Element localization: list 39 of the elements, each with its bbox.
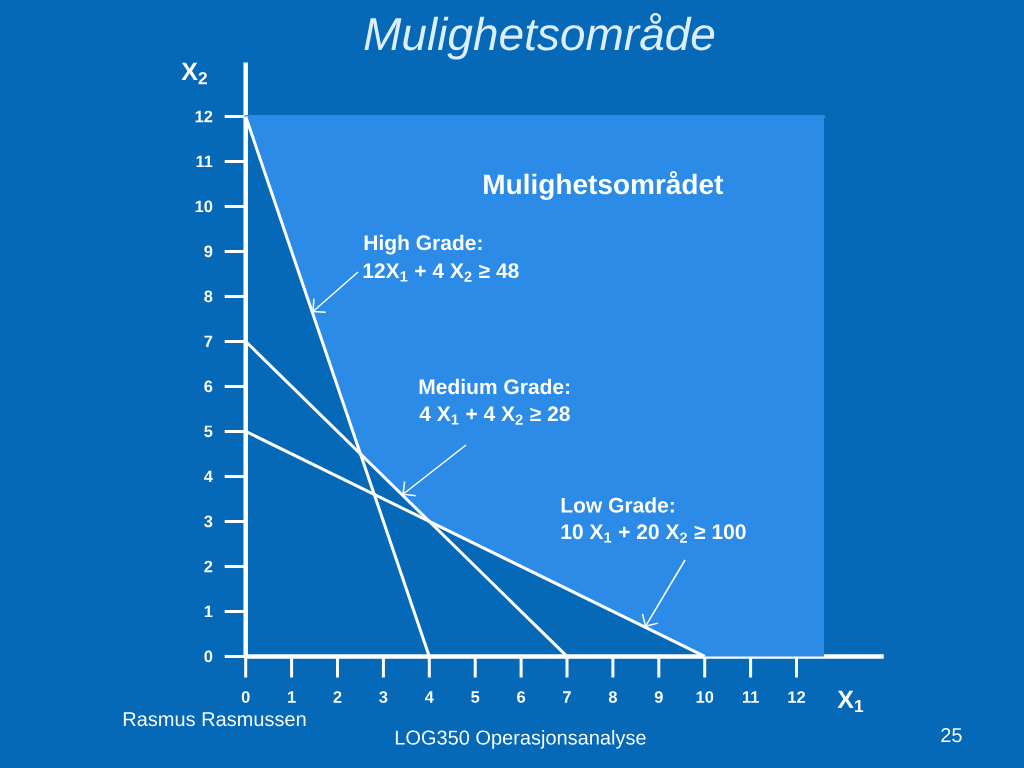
y-axis-title: X$_{2}$: [181, 62, 207, 85]
chart-title: Mulighetsområde: [364, 12, 715, 60]
y-tick-label: 0: [204, 650, 213, 663]
text: LOG350 Operasjonsanalyse: [395, 730, 646, 749]
annotation: Low Grade:: [561, 497, 674, 513]
x-tick-label: 9: [654, 691, 663, 703]
series-label: Mulighetsområdet: [484, 170, 724, 200]
x-tick-label: 0: [241, 691, 250, 703]
y-tick-label: 3: [204, 515, 213, 528]
x-axis-title: X$_{1}$: [837, 690, 864, 713]
y-tick-label: 6: [204, 380, 213, 393]
y-tick-label: 11: [196, 155, 213, 168]
x-tick-label: 12: [788, 691, 806, 703]
y-tick-label: 12: [195, 110, 213, 123]
y-tick-label: 9: [204, 245, 213, 258]
x-tick-label: 5: [471, 691, 480, 703]
annotation: High Grade:: [364, 234, 482, 255]
y-tick-label: 10: [195, 200, 213, 213]
y-tick-label: 4: [204, 470, 213, 483]
x-tick-label: 4: [424, 691, 434, 703]
annotation: 4 X$_{1}$ + 4 X$_{2}$ ≥ 28: [419, 406, 570, 425]
x-tick-label: 8: [608, 691, 617, 703]
text: Rasmus Rasmussen: [123, 712, 306, 727]
y-tick-label: 2: [204, 560, 213, 573]
y-tick-label: 1: [204, 605, 213, 618]
x-tick-label: 1: [288, 691, 296, 703]
x-tick-label: 6: [517, 691, 526, 703]
text: 25: [941, 728, 962, 743]
annotation: 10 X$_{1}$ + 20 X$_{2}$ ≥ 100: [561, 524, 746, 543]
x-tick-label: 10: [696, 691, 714, 703]
y-tick-label: 5: [204, 425, 213, 438]
x-tick-label: 7: [563, 691, 571, 703]
x-tick-label: 2: [333, 691, 342, 703]
annotation: Medium Grade:: [419, 378, 570, 395]
annotation: 12X$_{1}$ + 4 X$_{2}$ ≥ 48: [363, 263, 519, 282]
x-tick-label: 11: [742, 691, 759, 703]
x-tick-label: 3: [379, 691, 388, 703]
y-tick-label: 7: [204, 335, 213, 348]
y-tick-label: 8: [204, 290, 213, 303]
